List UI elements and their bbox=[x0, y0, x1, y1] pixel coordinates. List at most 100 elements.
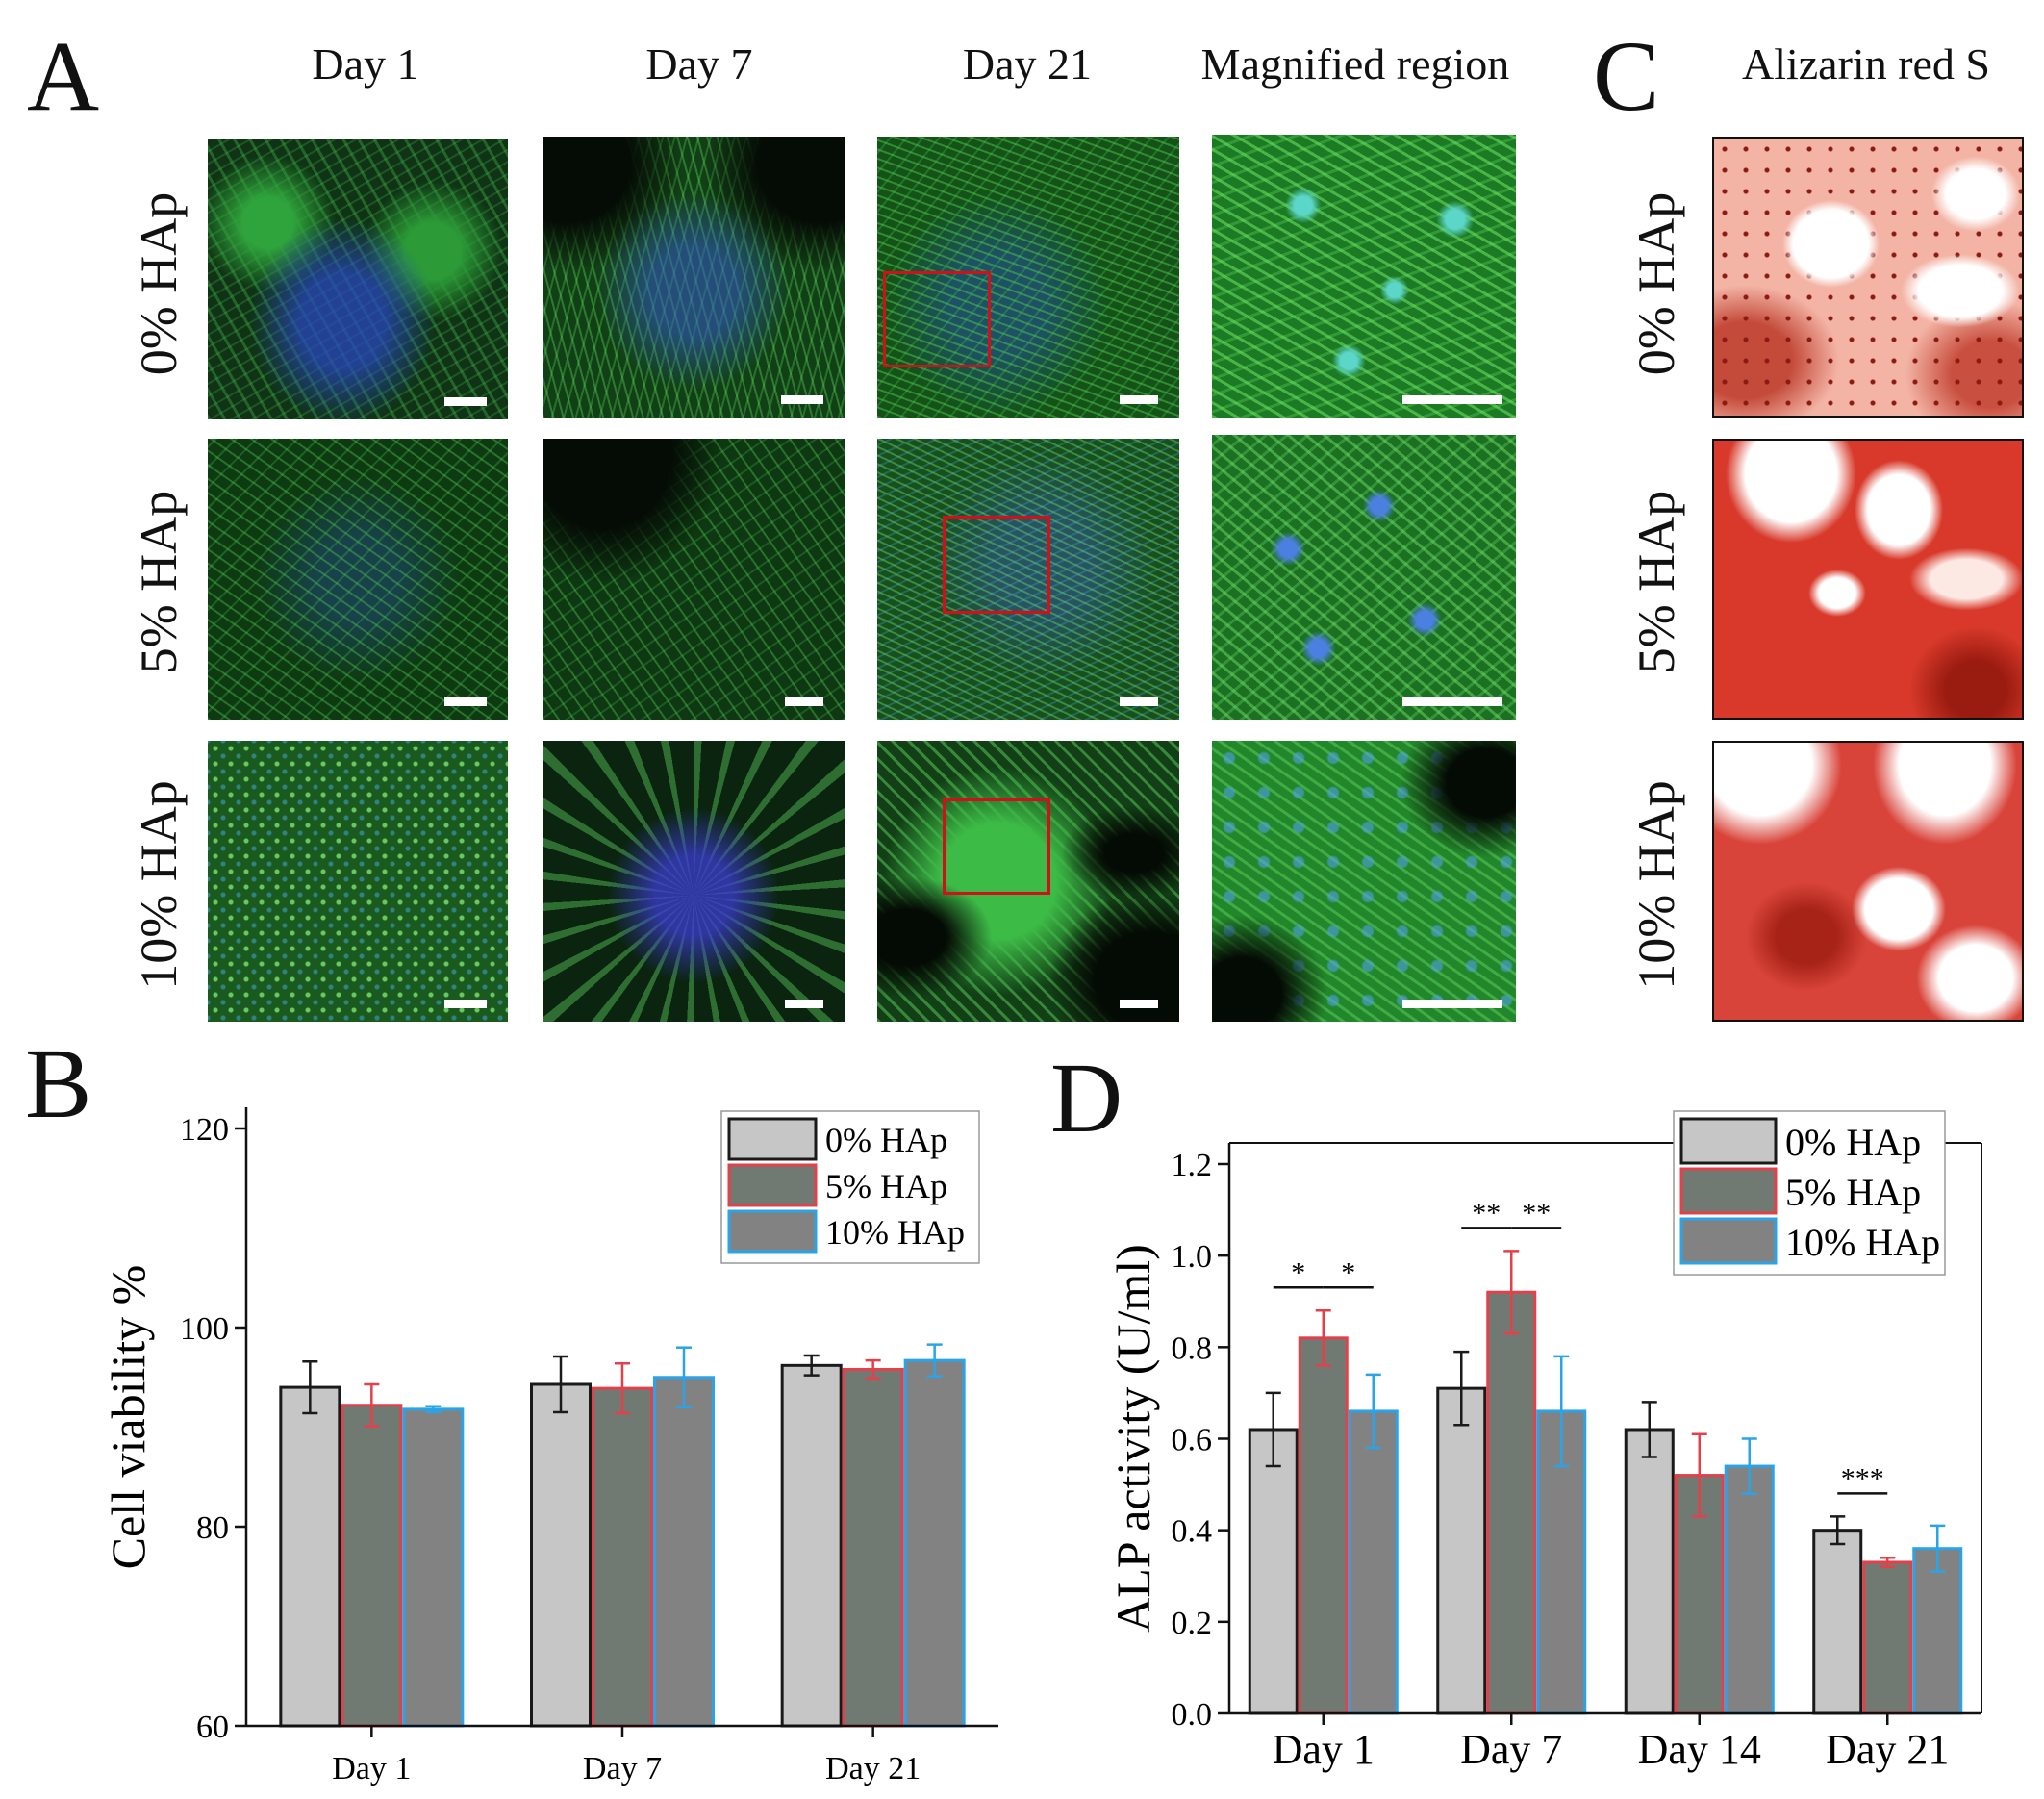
y-tick-label: 100 bbox=[180, 1311, 229, 1347]
legend-swatch bbox=[727, 1163, 818, 1207]
legend-label: 0% HAp bbox=[1785, 1121, 1921, 1164]
bar-0-hap-day-14 bbox=[1624, 1428, 1675, 1715]
scale-bar bbox=[1120, 395, 1158, 404]
x-tick-label: Day 21 bbox=[825, 1751, 921, 1786]
alizarin-row-label-5-hap: 5% HAp bbox=[1628, 490, 1685, 674]
x-tick-label: Day 7 bbox=[583, 1751, 662, 1786]
alizarin-title: Alizarin red S bbox=[1741, 39, 1991, 89]
micrograph-5hap-day7 bbox=[543, 439, 845, 720]
bar-0-hap-day-1 bbox=[279, 1385, 341, 1728]
micrograph-10hap-day1 bbox=[208, 741, 508, 1022]
legend-swatch bbox=[727, 1117, 818, 1161]
scale-bar bbox=[1120, 1000, 1158, 1008]
micrograph-5hap-magnified bbox=[1212, 435, 1516, 720]
micrograph-10hap-day7 bbox=[543, 741, 845, 1022]
x-tick-label: Day 1 bbox=[1273, 1726, 1375, 1773]
column-header-day-1: Day 1 bbox=[312, 39, 419, 89]
magnified-region-box bbox=[943, 798, 1050, 895]
bar-10-hap-day-7 bbox=[653, 1376, 715, 1728]
bar-0-hap-day-1 bbox=[1248, 1428, 1299, 1715]
scale-bar bbox=[1120, 697, 1158, 706]
cell-viability-chart: 60 80 100 120 Day 1 Day 7 Day 21 Cell viabilit… bbox=[101, 1107, 998, 1786]
y-tick-label: 0.6 bbox=[1172, 1423, 1213, 1458]
bar-0-hap-day-21 bbox=[1812, 1529, 1863, 1715]
legend-swatch bbox=[1679, 1217, 1778, 1265]
legend-label: 5% HAp bbox=[1785, 1171, 1921, 1214]
column-header-magnified-region: Magnified region bbox=[1200, 39, 1510, 89]
y-tick-label: 1.0 bbox=[1172, 1239, 1213, 1275]
panel-c-letter: C bbox=[1593, 21, 1660, 132]
magnified-region-box bbox=[883, 271, 991, 367]
y-axis-label: ALP activity (U/ml) bbox=[1106, 1244, 1160, 1633]
y-tick-label: 0.2 bbox=[1172, 1606, 1213, 1641]
micrograph-0hap-day7 bbox=[543, 137, 845, 418]
micrograph-5hap-day21 bbox=[877, 439, 1179, 720]
legend: 0% HAp 5% HAp 10% HAp bbox=[1673, 1110, 1946, 1276]
panel-d-letter: D bbox=[1050, 1043, 1123, 1153]
bar-5-hap-day-1 bbox=[341, 1404, 403, 1728]
micrograph-5hap-day1 bbox=[208, 439, 508, 720]
alizarin-image-0hap bbox=[1712, 137, 2024, 418]
y-tick-label: 60 bbox=[196, 1710, 229, 1745]
scale-bar bbox=[1402, 697, 1502, 706]
bar-10-hap-day-21 bbox=[1912, 1547, 1963, 1715]
y-axis-label: Cell viability % bbox=[101, 1265, 155, 1570]
panel-a-letter: A bbox=[27, 21, 100, 132]
significance-marker: *** bbox=[1841, 1462, 1884, 1494]
legend-label: 10% HAp bbox=[825, 1213, 965, 1252]
bar-5-hap-day-7 bbox=[592, 1386, 653, 1728]
y-tick-label: 0.0 bbox=[1172, 1697, 1213, 1733]
y-tick-label: 0.8 bbox=[1172, 1330, 1213, 1366]
alizarin-image-5hap bbox=[1712, 439, 2024, 720]
bar-0-hap-day-7 bbox=[530, 1382, 592, 1728]
row-label-5-hap: 5% HAp bbox=[130, 490, 188, 674]
x-tick-label: Day 21 bbox=[1826, 1726, 1949, 1773]
legend: 0% HAp 5% HAp 10% HAp bbox=[720, 1110, 980, 1264]
alizarin-row-label-0-hap: 0% HAp bbox=[1628, 191, 1685, 376]
scale-bar bbox=[785, 1000, 823, 1008]
legend-swatch bbox=[1679, 1117, 1778, 1165]
significance-marker: * bbox=[1291, 1256, 1305, 1288]
micrograph-10hap-magnified bbox=[1212, 741, 1516, 1022]
magnified-region-box bbox=[943, 516, 1050, 614]
micrograph-0hap-magnified bbox=[1212, 135, 1516, 418]
column-header-day-7: Day 7 bbox=[645, 39, 753, 89]
legend-swatch bbox=[727, 1209, 818, 1254]
x-tick-label: Day 1 bbox=[332, 1751, 411, 1786]
scale-bar bbox=[785, 697, 823, 706]
scale-bar bbox=[444, 697, 487, 706]
y-tick-label: 0.4 bbox=[1172, 1514, 1213, 1550]
legend-swatch bbox=[1679, 1167, 1778, 1215]
bar-5-hap-day-1 bbox=[1298, 1336, 1349, 1715]
significance-marker: ** bbox=[1472, 1197, 1501, 1229]
scale-bar bbox=[444, 397, 487, 406]
significance-marker: ** bbox=[1522, 1197, 1551, 1229]
micrograph-0hap-day21 bbox=[877, 137, 1179, 418]
bar-5-hap-day-7 bbox=[1486, 1290, 1537, 1715]
row-label-0-hap: 0% HAp bbox=[130, 191, 188, 376]
x-tick-label: Day 7 bbox=[1460, 1726, 1562, 1773]
scale-bar bbox=[781, 395, 823, 404]
micrograph-0hap-day1 bbox=[208, 139, 508, 419]
y-tick-label: 80 bbox=[196, 1510, 229, 1546]
row-label-10-hap: 10% HAp bbox=[130, 780, 188, 990]
bar-5-hap-day-21 bbox=[842, 1367, 904, 1728]
x-tick-label: Day 14 bbox=[1638, 1726, 1761, 1773]
bar-0-hap-day-7 bbox=[1436, 1386, 1487, 1715]
bar-10-hap-day-1 bbox=[402, 1407, 465, 1728]
y-tick-label: 1.2 bbox=[1172, 1148, 1213, 1183]
y-tick-label: 120 bbox=[180, 1112, 229, 1148]
legend-label: 10% HAp bbox=[1785, 1221, 1940, 1264]
significance-marker: * bbox=[1341, 1256, 1355, 1288]
bar-0-hap-day-21 bbox=[780, 1363, 843, 1728]
scale-bar bbox=[444, 1000, 487, 1008]
micrograph-10hap-day21 bbox=[877, 741, 1179, 1022]
panel-b-letter: B bbox=[25, 1028, 92, 1139]
column-header-day-21: Day 21 bbox=[962, 39, 1093, 89]
alizarin-row-label-10-hap: 10% HAp bbox=[1628, 780, 1685, 990]
bar-10-hap-day-21 bbox=[903, 1358, 966, 1728]
scale-bar bbox=[1402, 1000, 1502, 1008]
legend-label: 5% HAp bbox=[825, 1167, 947, 1205]
bar-10-hap-day-1 bbox=[1348, 1409, 1399, 1715]
